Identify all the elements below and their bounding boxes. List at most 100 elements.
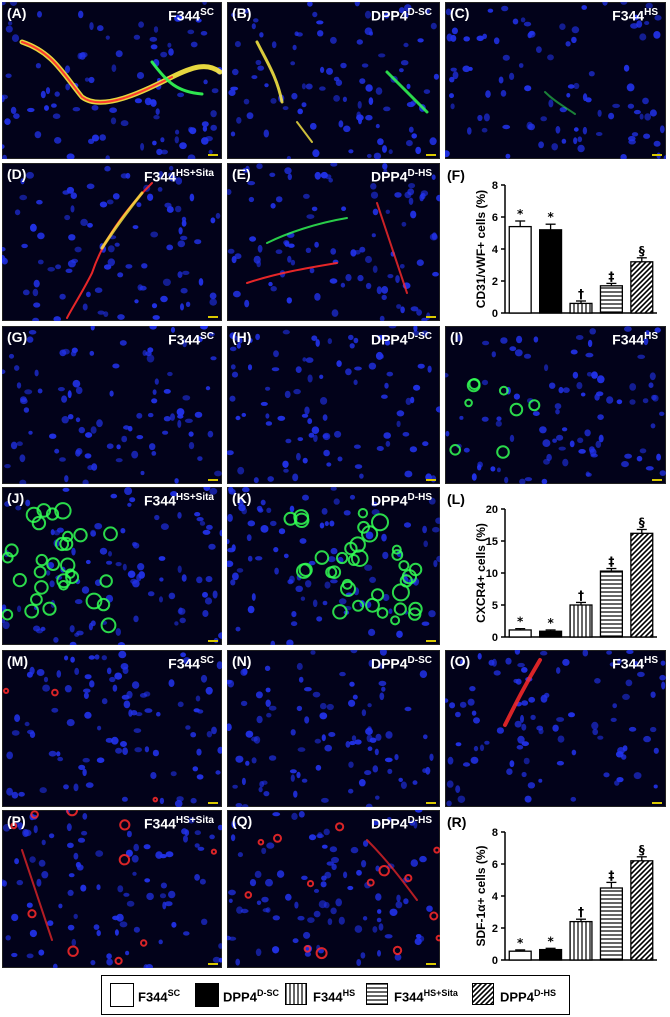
scale-bar xyxy=(652,802,662,804)
y-tick-label: 4 xyxy=(492,891,499,903)
y-tick-label: 5 xyxy=(492,600,498,612)
scale-bar xyxy=(208,316,218,318)
micrograph-panel: (O) F344HS xyxy=(445,650,666,807)
y-tick-label: 8 xyxy=(492,827,498,839)
y-tick-label: 2 xyxy=(492,923,498,935)
y-tick-label: 4 xyxy=(492,244,499,256)
chart-f: (F) 0 2 4 6 8 CD31/vWF+ cells (%) * * † ‡ § xyxy=(445,163,666,321)
panel-title: DPP4D-HS xyxy=(370,815,432,832)
y-tick-label: 0 xyxy=(492,632,498,644)
chart-label: (L) xyxy=(447,491,465,507)
scale-bar xyxy=(208,802,218,804)
panel-title: DPP4D-HS xyxy=(370,168,432,185)
significance-mark: † xyxy=(578,287,584,301)
panel-title: F344HS xyxy=(612,655,658,672)
micrograph-panel: (G) F344SC xyxy=(2,326,222,484)
scale-bar xyxy=(208,640,218,642)
significance-mark: † xyxy=(578,588,584,602)
y-tick-label: 15 xyxy=(486,536,498,548)
panel-label: (O) xyxy=(450,653,471,669)
scale-bar xyxy=(426,316,436,318)
micrograph-panel: (M) F344SC xyxy=(2,650,222,807)
significance-mark: ‡ xyxy=(608,269,614,283)
significance-mark: * xyxy=(547,210,554,224)
bar xyxy=(539,229,563,314)
scale-bar xyxy=(208,963,218,965)
y-tick-label: 0 xyxy=(492,308,498,320)
legend-text: DPP4D-HS xyxy=(500,988,556,1005)
nuclei-stain xyxy=(227,810,440,966)
bar xyxy=(599,285,623,314)
bar xyxy=(569,604,593,638)
micrograph-panel: (I) F344HS xyxy=(445,326,666,484)
panel-title: F344HS+Sita xyxy=(144,168,214,185)
bar xyxy=(630,860,654,961)
panel-title: F344SC xyxy=(168,7,214,24)
panel-title: DPP4D-HS xyxy=(370,492,432,509)
panel-label: (P) xyxy=(7,813,26,829)
bar xyxy=(630,532,654,638)
scale-bar xyxy=(652,154,662,156)
nuclei-stain xyxy=(445,2,666,159)
panel-label: (J) xyxy=(7,490,25,506)
panel-label: (G) xyxy=(7,329,28,345)
legend-swatch-diagonal xyxy=(472,983,494,1005)
nuclei-stain xyxy=(445,650,666,807)
bar xyxy=(508,629,532,638)
bar xyxy=(569,920,593,961)
significance-mark: ‡ xyxy=(608,555,614,569)
legend-text: F344SC xyxy=(138,988,181,1005)
significance-mark: * xyxy=(547,616,554,630)
nuclei-stain xyxy=(228,2,439,159)
bar xyxy=(539,630,563,638)
bar-chart-sdf1a: 0 2 4 6 8 SDF-1α+ cells (%) * * † ‡ § xyxy=(474,827,657,967)
nuclei-stain xyxy=(3,650,222,807)
panel-title: F344SC xyxy=(168,331,214,348)
panel-label: (K) xyxy=(232,490,252,506)
panel-title: DPP4D-SC xyxy=(370,655,432,672)
y-tick-label: 0 xyxy=(492,955,498,967)
y-tick-label: 2 xyxy=(492,276,498,288)
significance-mark: * xyxy=(517,615,524,629)
y-tick-label: 6 xyxy=(492,212,498,224)
legend-text: F344HS+Sita xyxy=(394,988,458,1005)
panel-title: F344HS xyxy=(612,7,658,24)
micrograph-panel: (A) F344SC xyxy=(2,2,222,159)
micrograph-panel: (E) DPP4D-HS xyxy=(227,163,440,321)
micrograph-panel: (C) F344HS xyxy=(445,2,666,159)
y-tick-label: 10 xyxy=(486,568,498,580)
scale-bar xyxy=(426,154,436,156)
nuclei-stain xyxy=(445,326,666,484)
bar xyxy=(599,887,623,961)
panel-title: DPP4D-SC xyxy=(370,7,432,24)
scale-bar xyxy=(208,154,218,156)
panel-title: F344SC xyxy=(168,655,214,672)
bar xyxy=(539,948,563,961)
scale-bar xyxy=(426,640,436,642)
significance-mark: ‡ xyxy=(608,868,614,882)
significance-mark: § xyxy=(639,244,645,258)
micrograph-panel: (P) F344HS+Sita xyxy=(2,810,222,968)
y-tick-label: 8 xyxy=(492,180,498,192)
y-axis-label: CD31/vWF+ cells (%) xyxy=(474,190,488,308)
micrograph-panel: (K) DPP4D-HS xyxy=(227,487,440,645)
significance-mark: * xyxy=(517,936,524,950)
micrograph-panel: (Q) DPP4D-HS xyxy=(227,810,440,968)
panel-label: (I) xyxy=(450,329,464,345)
panel-label: (B) xyxy=(232,5,252,21)
panel-label: (N) xyxy=(232,653,252,669)
significance-mark: * xyxy=(547,934,554,948)
legend-swatch-black xyxy=(195,983,219,1007)
bar xyxy=(508,225,532,314)
legend-text: DPP4D-SC xyxy=(223,988,279,1005)
nuclei-stain xyxy=(227,487,440,645)
bar xyxy=(630,261,654,314)
nuclei-stain xyxy=(2,165,221,321)
nuclei-stain xyxy=(2,810,222,968)
y-axis-label: CXCR4+ cells (%) xyxy=(474,523,488,623)
y-tick-label: 20 xyxy=(486,504,498,516)
micrograph-panel: (J) F344HS+Sita xyxy=(2,487,222,645)
panel-label: (C) xyxy=(450,5,470,21)
scale-bar xyxy=(208,479,218,481)
legend-swatch-white xyxy=(110,983,134,1007)
